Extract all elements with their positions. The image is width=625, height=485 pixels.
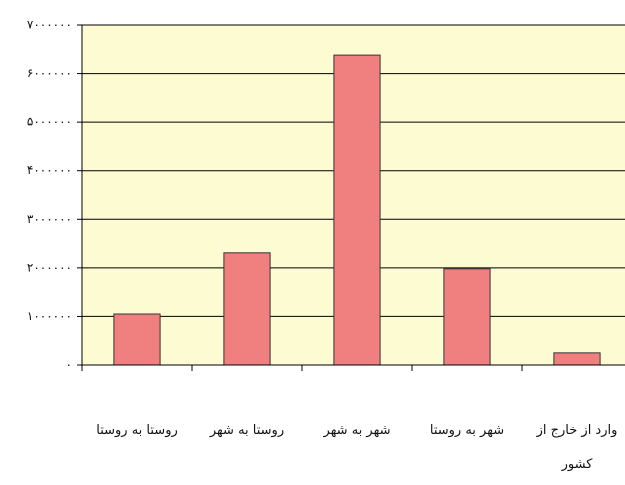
- bar: [334, 55, 380, 365]
- bar: [554, 353, 600, 365]
- chart: ۰ ۱۰۰۰۰۰۰ ۲۰۰۰۰۰۰ ۳۰۰۰۰۰۰ ۴۰۰۰۰۰۰ ۵۰۰۰۰۰۰ ۶۰۰۰…: [0, 0, 625, 485]
- y-tick-label: ۰: [66, 358, 72, 372]
- x-tick-label: روستا به روستا: [85, 414, 189, 448]
- bar: [444, 269, 490, 365]
- bar: [224, 253, 270, 365]
- y-tick-label: ۴۰۰۰۰۰۰: [27, 163, 72, 177]
- x-tick-label: شهر به روستا: [415, 414, 519, 448]
- y-tick-label: ۳۰۰۰۰۰۰: [27, 212, 72, 226]
- page: ۰ ۱۰۰۰۰۰۰ ۲۰۰۰۰۰۰ ۳۰۰۰۰۰۰ ۴۰۰۰۰۰۰ ۵۰۰۰۰۰۰ ۶۰۰۰…: [0, 0, 625, 485]
- y-tick-label: ۱۰۰۰۰۰۰: [27, 309, 72, 323]
- x-tick-label: روستا به شهر: [195, 414, 299, 448]
- y-tick-label: ۵۰۰۰۰۰۰: [27, 115, 72, 129]
- x-tick-label: شهر به شهر: [305, 414, 409, 448]
- bar: [114, 314, 160, 365]
- x-tick-label: وارد از خارج از کشور: [525, 414, 625, 482]
- y-tick-label: ۲۰۰۰۰۰۰: [27, 260, 72, 274]
- y-tick-label: ۷۰۰۰۰۰۰: [27, 18, 72, 32]
- y-tick-label: ۶۰۰۰۰۰۰: [27, 66, 72, 80]
